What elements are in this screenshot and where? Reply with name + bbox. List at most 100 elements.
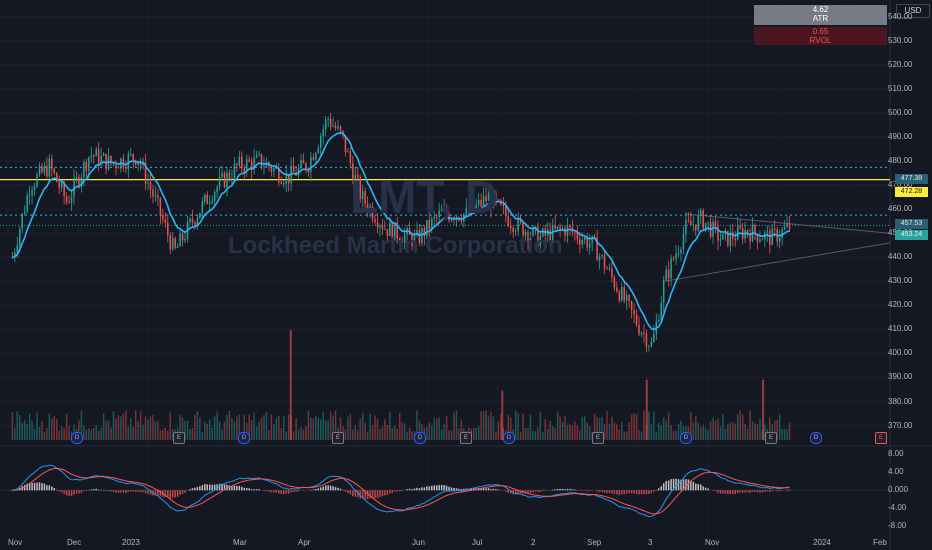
candle [122,158,125,168]
volume-bar [282,416,285,440]
volume-bar [386,424,389,440]
candle [561,228,564,230]
candle [110,156,112,164]
volume-bar [788,422,791,440]
candle [231,178,233,180]
macd-histogram-bar [287,490,290,494]
volume-bar [431,425,433,440]
volume-bar [724,429,727,440]
volume-bar [660,425,662,440]
atr-label: ATR [812,14,829,23]
volume-bar [216,411,218,440]
event-marker[interactable]: E [592,432,604,444]
macd-histogram-bar [438,485,440,491]
candle [285,173,287,184]
volume-bar [428,422,431,440]
macd-histogram-bar [635,490,638,494]
macd-histogram-bar [334,487,337,491]
macd-histogram-bar [667,480,670,491]
macd-histogram-bar [221,483,223,491]
macd-histogram-bar [532,490,534,493]
event-marker[interactable]: D [503,432,515,444]
volume-bar [339,417,342,440]
volume-bar [115,419,117,440]
volume-bar [490,411,492,440]
macd-histogram-bar [764,490,766,492]
macd-histogram-bar [105,490,107,492]
macd-histogram-bar [65,490,68,496]
candle [36,174,38,187]
volume-bar [495,431,497,440]
macd-histogram-bar [206,484,209,491]
event-marker[interactable]: E [875,432,887,444]
price-axis-label: 460.00 [888,204,913,214]
volume-bar [783,428,786,440]
candle [739,226,741,229]
volume-bar [408,427,411,440]
volume-bar [482,410,485,440]
event-marker[interactable]: E [460,432,472,444]
currency-button[interactable]: USD [896,4,930,18]
macd-histogram-bar [112,490,115,492]
macd-histogram-bar [218,483,221,491]
candle [211,200,213,203]
event-marker[interactable]: D [680,432,692,444]
candle [579,239,581,245]
macd-histogram-bar [53,488,56,491]
macd-histogram-bar [374,490,376,499]
volume-bar [233,421,236,440]
macd-histogram-bar [122,490,125,493]
candle [300,159,302,168]
candle [28,195,31,197]
rvol-box[interactable]: 0.65 RVOL [754,27,887,45]
event-marker[interactable]: E [173,432,185,444]
volume-bar [450,430,453,440]
macd-histogram-bar [492,488,495,491]
volume-bar [781,428,783,440]
volume-bar [105,420,107,440]
candle [665,269,667,281]
macd-histogram-bar [542,490,544,491]
price-axis-label: 500.00 [888,108,913,117]
macd-histogram-bar [201,485,204,491]
event-marker[interactable]: D [71,432,83,444]
candle [218,176,221,187]
event-marker[interactable]: E [332,432,344,444]
macd-histogram-bar [458,488,460,491]
event-marker[interactable]: D [810,432,822,444]
volume-bar [736,413,739,440]
volume-bar [650,423,653,440]
volume-bar [598,418,601,440]
volume-bar [571,425,574,440]
candle [611,268,613,278]
macd-histogram-bar [766,490,769,492]
volume-bar [630,414,633,440]
macd-histogram-bar [361,490,364,499]
candle [786,223,788,228]
macd-histogram-bar [556,488,559,491]
macd-histogram-bar [174,490,176,498]
candle [260,153,263,167]
volume-bar [754,423,756,440]
candle [608,268,611,270]
macd-histogram-bar [616,490,618,495]
price-axis-label: 430.00 [888,276,913,286]
price-axis-label: 540.00 [888,11,913,21]
candle [184,238,186,241]
event-marker[interactable]: D [238,432,250,444]
volume-bar [361,412,364,440]
candle [389,222,391,237]
candle [734,239,737,241]
atr-box[interactable]: 4.62 ATR [754,5,887,25]
event-marker[interactable]: E [765,432,777,444]
macd-histogram-bar [228,485,231,491]
candle [759,239,761,242]
event-marker[interactable]: D [414,432,426,444]
macd-histogram-bar [332,486,334,491]
candle [443,208,445,211]
macd-histogram-bar [144,490,147,494]
candle [418,230,421,243]
macd-histogram-bar [756,490,759,493]
